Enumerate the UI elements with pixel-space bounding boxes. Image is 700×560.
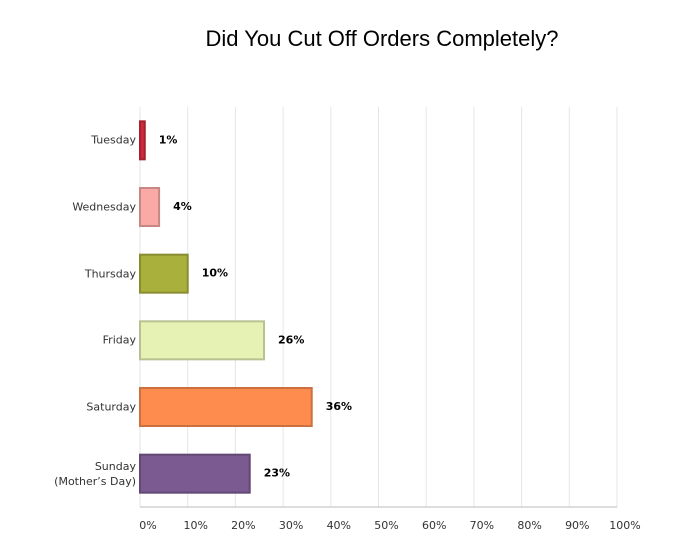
chart-title: Did You Cut Off Orders Completely? (205, 26, 559, 51)
x-tick-label: 20% (231, 519, 255, 532)
x-tick-label: 70% (470, 519, 494, 532)
y-tick-label: Wednesday (72, 200, 136, 214)
x-tick-label: 40% (327, 519, 351, 532)
x-tick-label: 90% (565, 519, 589, 532)
y-tick-label: Thursday (84, 267, 136, 281)
x-tick-label: 10% (183, 519, 207, 532)
y-tick-label: Sunday (Mother’s Day) (54, 459, 136, 488)
value-label: 36% (326, 400, 352, 413)
bar (139, 320, 266, 361)
bar (139, 253, 189, 294)
value-label: 26% (278, 333, 304, 346)
x-tick-label: 0% (139, 519, 156, 532)
x-tick-label: 100% (609, 519, 640, 532)
value-label: 10% (202, 267, 228, 280)
x-tick-label: 50% (374, 519, 398, 532)
value-label: 23% (264, 467, 290, 480)
x-tick-label: 30% (279, 519, 303, 532)
bar (139, 120, 146, 161)
bar (139, 187, 161, 227)
y-tick-label: Tuesday (91, 133, 136, 147)
x-tick-label: 80% (517, 519, 541, 532)
y-tick-label: Friday (102, 333, 136, 347)
value-label: 1% (159, 133, 178, 146)
bar (139, 453, 251, 494)
value-label: 4% (173, 200, 192, 213)
y-tick-label: Saturday (86, 400, 136, 414)
bar (139, 387, 313, 427)
x-tick-label: 60% (422, 519, 446, 532)
